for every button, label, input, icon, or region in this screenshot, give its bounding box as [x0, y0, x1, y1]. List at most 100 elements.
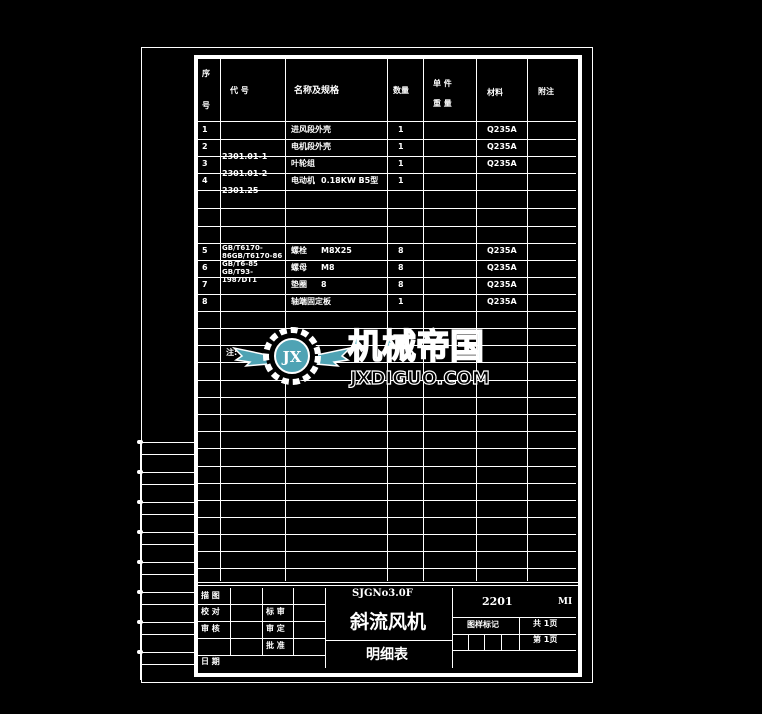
- row-qty: 8: [398, 280, 404, 289]
- row-qty: 1: [398, 159, 404, 168]
- inner-frame: [194, 55, 582, 677]
- tb-line: [452, 650, 576, 651]
- binding-strip-line: [140, 442, 194, 443]
- row-qty: 8: [398, 246, 404, 255]
- header-weight-2: 重 量: [433, 99, 452, 108]
- table-bottom-line: [194, 585, 578, 586]
- total-pages: 共 1页: [533, 619, 558, 628]
- drawing-number: 2201: [482, 595, 513, 608]
- header-remark: 附注: [538, 87, 554, 96]
- tb-line: [198, 621, 325, 622]
- row-material: Q235A: [487, 125, 517, 134]
- row-seq: 7: [202, 280, 208, 289]
- binding-strip-line: [140, 440, 141, 680]
- outer-frame: [141, 47, 593, 683]
- header-seq-1: 序: [202, 69, 210, 78]
- row-name: 电动机: [291, 176, 315, 185]
- row-name: 垫圈: [291, 280, 307, 289]
- binding-strip-line: [140, 652, 194, 653]
- sheet-code: MI: [558, 597, 573, 607]
- code-text: 2301.01-1: [222, 152, 268, 161]
- row-spec: 8: [321, 280, 327, 289]
- header-material: 材料: [487, 88, 503, 97]
- binding-strip-line: [140, 592, 194, 593]
- row-seq: 3: [202, 159, 208, 168]
- row-material: Q235A: [487, 280, 517, 289]
- tb-line: [198, 604, 325, 605]
- row-qty: 1: [398, 142, 404, 151]
- row-seq: 2: [202, 142, 208, 151]
- watermark-cn: 机械帝国: [348, 327, 484, 367]
- tb-label: 校 对: [201, 607, 220, 616]
- binding-strip-line: [140, 574, 194, 575]
- note-label: 注:: [226, 348, 238, 357]
- binding-strip-line: [140, 604, 194, 605]
- row-spec: M8: [321, 263, 335, 272]
- page-number: 第 1页: [533, 635, 558, 644]
- tb-line: [325, 640, 452, 641]
- row-spec: 0.18KW B5型: [321, 176, 379, 185]
- binding-strip-line: [140, 664, 194, 665]
- tb-label: 日 期: [201, 657, 220, 666]
- binding-strip-line: [140, 454, 194, 455]
- document-title: 明细表: [366, 647, 408, 663]
- row-material: Q235A: [487, 297, 517, 306]
- tb-label: 批 准: [266, 641, 285, 650]
- tb-label: 描 图: [201, 591, 220, 600]
- tb-label: 审 核: [201, 624, 220, 633]
- row-name: 螺栓: [291, 246, 307, 255]
- code-text: 1987DT1: [222, 276, 257, 284]
- binding-strip-line: [140, 472, 194, 473]
- table-column-line: [285, 59, 286, 581]
- gear-icon: [263, 327, 321, 385]
- row-name: 螺母: [291, 263, 307, 272]
- table-column-line: [220, 59, 221, 581]
- row-seq: 6: [202, 263, 208, 272]
- tb-line: [519, 634, 576, 635]
- tb-line: [452, 588, 453, 668]
- header-weight-1: 单 件: [433, 79, 452, 88]
- watermark-logo: JX 机械帝国 JXDIGUO.COM: [232, 326, 490, 388]
- tb-line: [325, 588, 326, 668]
- row-material: Q235A: [487, 263, 517, 272]
- row-qty: 1: [398, 297, 404, 306]
- tb-line: [452, 617, 576, 618]
- row-seq: 4: [202, 176, 208, 185]
- watermark-badge: JX: [281, 348, 302, 366]
- tb-label: 标 审: [266, 607, 285, 616]
- product-name: 斜流风机: [350, 611, 427, 633]
- binding-strip-line: [140, 544, 194, 545]
- code-text: 2301.01-2: [222, 169, 268, 178]
- table-column-line: [527, 59, 528, 581]
- standard-codes: GB/T6170- 86GB/T6170-86GB/T6-85 GB/T93- …: [222, 244, 284, 284]
- row-name: 轴端固定板: [291, 297, 331, 306]
- code-text: GB/T93-: [222, 268, 254, 276]
- tb-line: [519, 617, 520, 650]
- tb-line: [293, 588, 294, 655]
- table-column-line: [387, 59, 388, 581]
- header-name: 名称及规格: [294, 86, 340, 96]
- table-column-line: [476, 59, 477, 581]
- code-text: GB/T6170-: [222, 244, 263, 252]
- tb-line: [262, 588, 263, 655]
- row-qty: 8: [398, 263, 404, 272]
- tb-line: [230, 588, 231, 655]
- tb-line: [452, 634, 519, 635]
- header-code: 代 号: [230, 86, 249, 95]
- row-spec: M8X25: [321, 246, 352, 255]
- drawing-mark-label: 图样标记: [467, 620, 499, 629]
- tb-label: 审 定: [266, 624, 285, 633]
- model-number: SJGNo3.0F: [352, 588, 413, 599]
- binding-strip-line: [140, 484, 194, 485]
- code-text: 86GB/T6170-86GB/T6-85: [222, 252, 283, 268]
- row-seq: 1: [202, 125, 208, 134]
- binding-strip-line: [140, 502, 194, 503]
- row-material: Q235A: [487, 159, 517, 168]
- binding-strip-line: [140, 532, 194, 533]
- table-column-line: [423, 59, 424, 581]
- binding-strip-line: [140, 634, 194, 635]
- row-material: Q235A: [487, 246, 517, 255]
- row-name: 叶轮组: [291, 159, 315, 168]
- binding-strip-line: [140, 514, 194, 515]
- header-seq-2: 号: [202, 101, 210, 110]
